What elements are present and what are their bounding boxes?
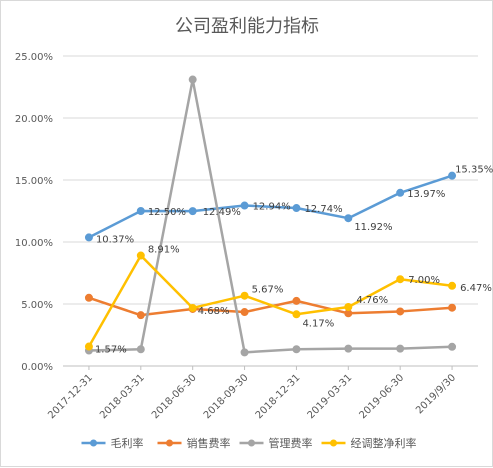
data-label: 8.91% <box>148 245 180 256</box>
y-tick-label: 10.00% <box>15 238 53 249</box>
series-line <box>87 254 454 348</box>
x-tick-label: 2018-03-31 <box>98 372 147 421</box>
legend-label: 销售费率 <box>187 436 231 450</box>
data-point <box>448 171 457 180</box>
legend-label: 经调整净利率 <box>351 436 417 450</box>
data-point <box>344 214 353 223</box>
data-point <box>240 308 249 317</box>
data-label: 12.49% <box>203 207 241 218</box>
data-point <box>136 345 145 354</box>
data-point <box>188 207 197 216</box>
x-tick-label: 2019-03-31 <box>306 372 355 421</box>
data-label: 12.94% <box>253 202 291 213</box>
x-tick-label: 2018-12-31 <box>254 372 303 421</box>
y-tick-label: 25.00% <box>15 52 53 63</box>
data-point <box>136 251 145 260</box>
data-point <box>84 342 93 351</box>
series-line <box>87 174 454 239</box>
y-tick-label: 5.00% <box>21 300 53 311</box>
legend-label: 毛利率 <box>111 436 144 450</box>
data-point <box>292 204 301 213</box>
data-point <box>396 275 405 284</box>
label-layer: 10.37% 12.50% 12.49% 12.94% 12.74% 11.92% 13.9… <box>95 165 493 356</box>
data-point <box>292 296 301 305</box>
data-point <box>240 291 249 300</box>
x-tick-label: 2019/9/30 <box>414 372 458 416</box>
data-label: 6.47% <box>460 283 492 294</box>
data-point <box>136 207 145 215</box>
x-tick-label: 2018-09-30 <box>202 372 251 421</box>
data-label: 4.17% <box>302 318 334 329</box>
legend-entry: 销售费率 <box>157 436 231 450</box>
data-point <box>136 311 145 320</box>
data-label: 4.76% <box>356 295 388 306</box>
x-tick-label: 2019-06-30 <box>357 372 406 421</box>
data-label: 7.00% <box>408 275 440 286</box>
legend-marker <box>248 439 255 447</box>
data-point <box>84 293 93 302</box>
y-tick-label: 20.00% <box>15 114 53 125</box>
data-point <box>292 310 301 319</box>
data-label: 12.74% <box>304 204 342 215</box>
data-label: 1.57% <box>95 345 127 356</box>
data-point <box>448 303 457 312</box>
data-label: 11.92% <box>354 222 392 233</box>
legend-layer: 毛利率 销售费率 管理费率 经调整净利率 <box>81 436 417 450</box>
data-label: 12.50% <box>148 207 186 218</box>
series-layer <box>84 75 457 357</box>
data-point <box>396 307 405 316</box>
data-label: 15.35% <box>455 165 493 176</box>
data-label: 13.97% <box>407 189 445 200</box>
data-point <box>188 303 197 312</box>
data-point <box>344 344 353 353</box>
data-point <box>188 75 197 84</box>
data-label: 4.68% <box>198 306 230 317</box>
legend-entry: 毛利率 <box>81 436 144 450</box>
legend-marker <box>166 439 173 447</box>
x-tick-label: 2017-12-31 <box>46 372 95 421</box>
y-tick-label: 15.00% <box>15 176 53 187</box>
data-point <box>344 302 353 311</box>
data-point <box>240 348 249 357</box>
legend-entry: 经调整净利率 <box>321 436 417 450</box>
legend-label: 管理费率 <box>269 436 313 450</box>
legend-marker <box>90 439 97 447</box>
data-label: 5.67% <box>252 285 284 296</box>
data-point <box>396 344 405 353</box>
data-point <box>240 201 249 210</box>
y-tick-label: 0.00% <box>21 362 53 373</box>
data-point <box>396 188 405 197</box>
legend-marker <box>330 439 337 447</box>
chart-title: 公司盈利能力指标 <box>175 16 319 37</box>
data-point <box>448 281 457 290</box>
data-point <box>292 345 301 354</box>
grid-layer <box>63 55 478 367</box>
legend-entry: 管理费率 <box>239 436 313 450</box>
data-point <box>84 233 93 242</box>
data-point <box>448 342 457 351</box>
x-tick-label: 2018-06-30 <box>150 372 199 421</box>
data-label: 10.37% <box>96 234 134 245</box>
series-line <box>87 78 454 354</box>
series-line <box>87 296 454 317</box>
